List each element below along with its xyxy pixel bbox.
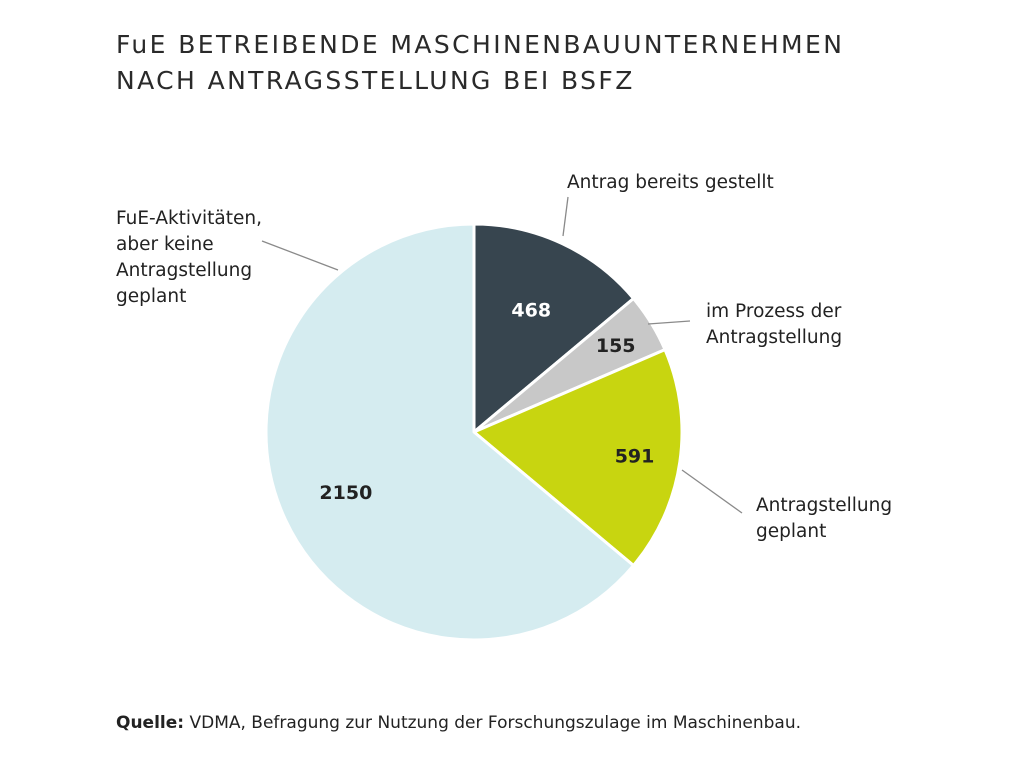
- leader-line-2: [647, 320, 691, 325]
- pie-slice-3: [472, 348, 684, 567]
- slice-value-4: 2150: [319, 482, 372, 504]
- chart-title-line-2: NACH ANTRAGSSTELLUNG BEI BSFZ: [116, 66, 635, 95]
- slice-value-1: 468: [511, 300, 551, 322]
- source-note: Quelle: VDMA, Befragung zur Nutzung der …: [116, 713, 801, 733]
- slice-category-label-line: geplant: [116, 286, 186, 307]
- chart-title-line-1: FuE BETREIBENDE MASCHINENBAUUNTERNEHMEN: [116, 30, 845, 59]
- pie-slice-4: [264, 222, 636, 642]
- slice-category-label-line: Antragstellung: [116, 260, 252, 281]
- slice-category-label-line: FuE-Aktivitäten,: [116, 208, 262, 229]
- slice-category-label-1: Antrag bereits gestellt: [567, 172, 774, 193]
- leader-line-3: [681, 469, 743, 514]
- slice-category-label-line: Antrag bereits gestellt: [567, 172, 774, 193]
- leader-line-1: [562, 196, 569, 237]
- chart-title: FuE BETREIBENDE MASCHINENBAUUNTERNEHMEN …: [116, 27, 844, 99]
- source-text: VDMA, Befragung zur Nutzung der Forschun…: [189, 713, 802, 733]
- slice-category-label-line: Antragstellung: [756, 495, 892, 516]
- slice-value-3: 591: [615, 445, 655, 467]
- slice-category-label-line: Antragstellung: [706, 327, 842, 348]
- leader-line-4: [261, 240, 339, 271]
- slice-value-2: 155: [596, 335, 636, 357]
- pie-slice-1: [472, 222, 636, 434]
- slice-category-label-3: Antragstellung geplant: [756, 495, 892, 542]
- slice-category-label-2: im Prozess der Antragstellung: [706, 301, 842, 348]
- slice-category-label-line: geplant: [756, 521, 826, 542]
- slice-category-label-line: im Prozess der: [706, 301, 842, 322]
- slice-category-label-line: aber keine: [116, 234, 214, 255]
- source-label: Quelle:: [116, 713, 185, 733]
- slice-category-label-4: FuE-Aktivitäten, aber keine Antragstellung…: [116, 208, 262, 307]
